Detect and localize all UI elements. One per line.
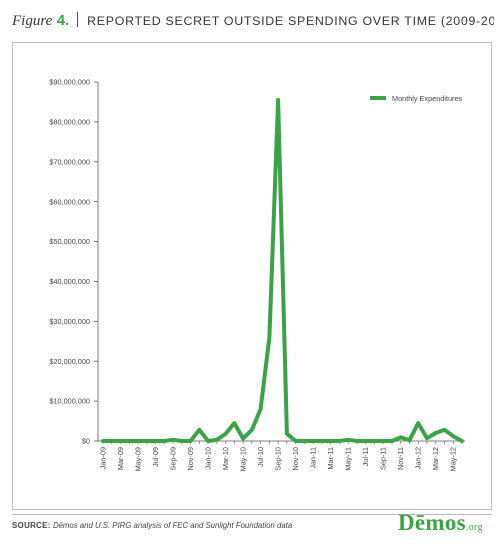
y-tick-label: $80,000,000 <box>49 117 90 126</box>
demos-logo[interactable]: Dēmos.org <box>398 510 483 536</box>
x-tick-label: Mar-12 <box>431 447 440 470</box>
chart-frame <box>12 42 492 510</box>
y-tick-label: $60,000,000 <box>49 197 90 206</box>
x-tick-label: Sep-10 <box>274 447 283 471</box>
x-tick-label: Mar-11 <box>326 447 335 470</box>
x-tick-label: Jan-10 <box>204 447 213 469</box>
x-tick-label: Sep-09 <box>169 447 178 471</box>
x-tick-label: Jan-11 <box>309 447 318 469</box>
x-tick-label: Jan-09 <box>99 447 108 469</box>
figure-title-row: Figure 4. REPORTED SECRET OUTSIDE SPENDI… <box>12 12 494 36</box>
x-tick-label: May-11 <box>344 447 353 471</box>
x-tick-label: Nov-11 <box>396 447 405 470</box>
y-tick-label: $0 <box>82 437 90 446</box>
series-line-monthly-expenditures <box>101 97 464 443</box>
x-tick-label: May-10 <box>239 447 248 471</box>
y-tick-label: $30,000,000 <box>49 317 90 326</box>
chart-title: REPORTED SECRET OUTSIDE SPENDING OVER TI… <box>87 14 494 28</box>
x-tick-label: May-12 <box>449 447 458 471</box>
x-tick-label: Jul-11 <box>361 447 370 466</box>
x-tick-label: Mar-10 <box>221 447 230 470</box>
source-label: SOURCE: <box>12 521 51 530</box>
x-tick-label: Sep-11 <box>379 447 388 470</box>
figure-label: Figure <box>12 13 53 29</box>
y-tick-label: $10,000,000 <box>49 397 90 406</box>
y-tick-label: $70,000,000 <box>49 157 90 166</box>
legend-label: Monthly Expenditures <box>392 94 463 103</box>
x-tick-label: Jan-12 <box>414 447 423 469</box>
title-divider <box>76 12 78 27</box>
figure-number: 4. <box>56 12 70 29</box>
x-tick-label: Nov-10 <box>291 447 300 471</box>
x-tick-label: Jul-09 <box>151 447 160 467</box>
x-tick-label: Jul-10 <box>256 447 265 467</box>
y-tick-label: $20,000,000 <box>49 357 90 366</box>
source-text: Dēmos and U.S. PIRG analysis of FEC and … <box>52 521 293 530</box>
logo-wordmark: Dēmos <box>398 510 466 535</box>
y-tick-label: $90,000,000 <box>49 78 90 87</box>
x-tick-label: Mar-09 <box>116 447 125 470</box>
logo-suffix: .org <box>465 522 483 533</box>
y-tick-label: $50,000,000 <box>49 237 90 246</box>
source-note: SOURCE: Dēmos and U.S. PIRG analysis of … <box>12 521 292 530</box>
y-tick-label: $40,000,000 <box>49 277 90 286</box>
footer-divider <box>12 514 492 515</box>
x-tick-label: May-09 <box>134 447 143 471</box>
x-tick-label: Nov-09 <box>186 447 195 471</box>
